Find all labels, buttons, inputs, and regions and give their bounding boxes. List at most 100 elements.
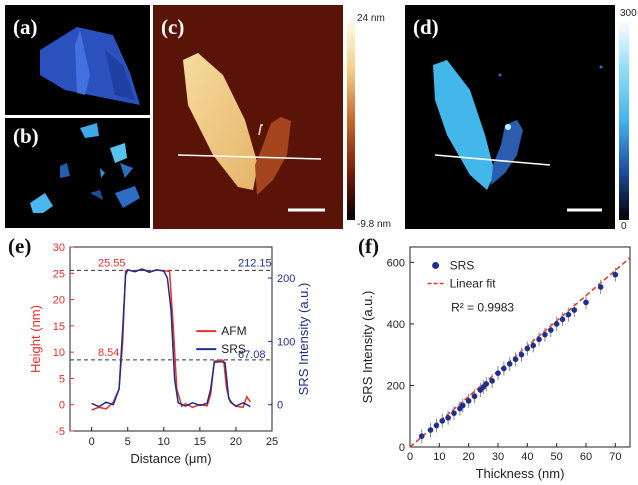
x-axis-label: Thickness (nm) [476,466,565,481]
x-tick-label: 0 [407,451,413,463]
y2-axis-label: SRS Intensity (a.u.) [296,283,311,396]
data-point [433,422,440,429]
panel-f-plot-frame [409,246,631,448]
y-tick-label: 200 [387,380,405,392]
annotation-label: 67.08 [238,349,266,361]
y-tick-label: -5 [55,426,65,438]
y-tick-label: 400 [387,319,405,331]
data-point [542,331,548,338]
x-tick-label: 30 [492,451,504,463]
panel-d-profile-line [434,154,551,166]
data-point [471,393,478,400]
data-point [583,299,589,306]
legend-label: Linear fit [450,276,497,290]
data-point [597,284,604,290]
x-tick-label: 10 [433,451,445,463]
panel-d-srs-flakes [433,60,603,212]
panel-f-chart: 0 10 20 30 40 50 60 70 0 200 400 600 Thickness (nm) S… [360,246,631,481]
data-point [530,342,536,349]
y-tick-label: 5 [59,373,65,385]
data-point [501,365,507,372]
data-point [418,433,425,440]
data-point [460,402,466,409]
y-tick-label: 25 [53,268,65,280]
panel-c-colorbar [347,20,355,220]
data-point [512,356,519,363]
panel-c-profile-line [177,154,322,160]
x-tick-label: 40 [521,451,533,463]
x-axis-label: Distance (μm) [130,451,211,466]
data-point [524,345,531,352]
y-tick-label: 10 [53,347,65,359]
data-point [612,271,619,278]
panel-e-label: (e) [8,234,32,258]
data-point [565,311,572,318]
panel-d-colorbar [619,20,629,220]
data-point [518,351,525,358]
x-tick-label: 60 [580,451,592,463]
series-line-afm [91,268,252,411]
panel-b-flakes [30,123,140,213]
data-point [483,381,490,387]
panel-d-srs-map: (d) [405,5,615,229]
y-axis-label: Height (nm) [28,305,43,373]
legend-label: AFM [221,324,246,338]
panel-c-label: (c) [161,15,185,39]
panel-b-image: (b) [5,118,150,228]
x-tick-label: 0 [89,436,95,448]
y-tick-label: 15 [53,321,65,333]
data-point [427,427,434,433]
data-point [559,316,566,323]
data-point [506,361,513,367]
legend-swatch [432,261,440,269]
data-point [536,336,542,343]
arrow-icon [258,124,263,136]
y-tick-label: 0 [399,442,405,454]
series-line-srs [91,268,251,408]
x-tick-label: 25 [266,436,278,448]
annotation-label: 25.55 [98,257,126,269]
y2-tick-label: 0 [277,400,283,412]
x-tick-label: 5 [125,436,131,448]
y2-tick-label: 200 [277,273,295,285]
x-tick-label: 10 [158,436,170,448]
data-point [489,378,495,384]
y-tick-label: 0 [59,400,65,412]
legend-label: SRS [221,342,246,356]
data-point [445,414,451,421]
panel-a-flake [40,27,140,105]
panel-b-label: (b) [13,124,39,148]
panel-d-label: (d) [413,15,439,39]
panel-c-afm-map: (c) [153,5,343,229]
data-point [495,370,501,376]
panel-a-image: (a) [5,5,150,115]
y-axis-label: SRS Intensity (a.u.) [360,291,375,404]
x-tick-label: 15 [194,436,206,448]
panel-f-label: (f) [358,234,379,258]
data-point [465,398,472,404]
y2-tick-label: 100 [277,336,295,348]
data-point [548,327,554,333]
x-tick-label: 50 [551,451,563,463]
x-tick-label: 20 [463,451,475,463]
data-point [451,410,457,416]
x-tick-label: 20 [230,436,242,448]
panel-c-afm-flakes [153,5,343,229]
annotation-label: 212.15 [238,257,272,269]
x-tick-label: 70 [609,451,621,463]
r-squared-annotation: R² = 0.9983 [451,301,514,315]
panel-d-colorbar-min: 0 [621,221,627,232]
panel-e-plot-frame [69,246,273,432]
annotation-label: 8.54 [98,347,119,359]
data-point [439,418,446,424]
data-point [553,321,560,327]
panel-c-colorbar-min: -9.8 nm [357,219,391,230]
panel-d-colorbar-max: 300 [620,8,637,19]
y-tick-label: 600 [387,257,405,269]
panel-e-chart: 0 5 10 15 20 25 -5 0 5 10 15 20 25 30 0 100 200 Distance … [28,242,311,466]
panel-c-colorbar-max: 24 nm [357,13,385,24]
y-tick-label: 30 [53,242,65,254]
y-tick-label: 20 [53,295,65,307]
data-point [571,307,578,313]
legend-label: SRS [450,258,475,272]
